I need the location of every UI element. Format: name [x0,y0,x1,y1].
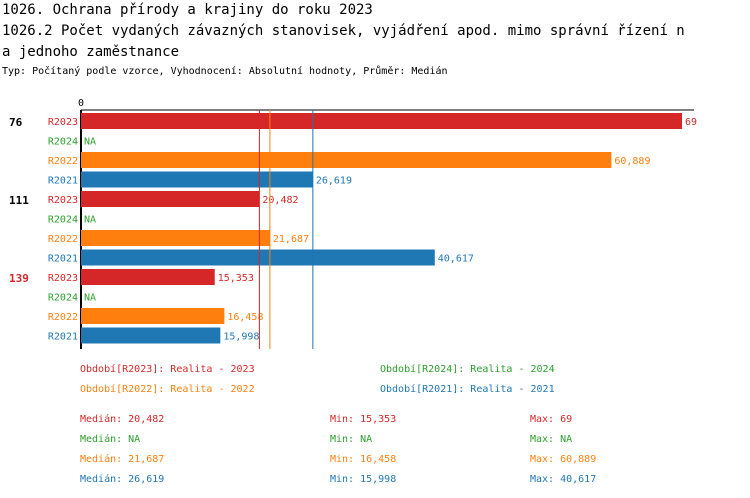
legend-item-r2024: Období[R2024]: Realita - 2024 [380,364,555,375]
stat-max-r2021: Max: 40,617 [530,474,597,485]
legend-item-r2023: Období[R2023]: Realita - 2023 [80,364,255,375]
bar-value-label-76-r2022: 60,889 [614,156,650,167]
bar-value-label-139-r2021: 15,998 [223,332,259,343]
bar-76-r2023 [81,113,682,129]
bar-value-label-111-r2024: NA [84,215,96,226]
stat-max-r2024: Max: NA [530,434,573,445]
bar-value-label-76-r2023: 69 [685,117,697,128]
stat-median-r2022: Medián: 21,687 [80,454,165,465]
bar-category-label-76-r2021: R2021 [48,176,78,187]
bar-111-r2021 [81,249,435,266]
stat-min-r2023: Min: 15,353 [330,414,397,425]
stat-median-r2023: Medián: 20,482 [80,414,165,425]
legend-item-r2021: Období[R2021]: Realita - 2021 [380,384,555,395]
bar-76-r2021 [81,171,313,188]
group-label-111: 111 [9,194,29,207]
bar-category-label-111-r2023: R2023 [48,195,78,206]
stat-min-r2024: Min: NA [330,434,373,445]
bar-category-label-111-r2021: R2021 [48,254,78,265]
bar-category-label-111-r2024: R2024 [48,215,78,226]
chart-title: 1026. Ochrana přírody a krajiny do roku … [2,2,373,18]
bar-139-r2022 [81,308,225,324]
bar-value-label-76-r2021: 26,619 [316,176,352,187]
bar-value-label-139-r2024: NA [84,293,96,304]
chart-subtitle-line1: 1026.2 Počet vydaných závazných stanovis… [2,23,685,39]
chart-type-info: Typ: Počítaný podle vzorce, Vyhodnocení:… [2,66,448,77]
group-label-139: 139 [9,272,29,285]
bar-value-label-139-r2023: 15,353 [218,273,254,284]
bar-category-label-139-r2024: R2024 [48,293,78,304]
legend-item-r2022: Období[R2022]: Realita - 2022 [80,384,255,395]
bar-category-label-111-r2022: R2022 [48,234,78,245]
bar-value-label-139-r2022: 16,458 [227,312,263,323]
bar-category-label-76-r2024: R2024 [48,137,78,148]
bar-value-label-111-r2022: 21,687 [273,234,309,245]
bar-chart: 0 76 R2023 69 R2024 NA R2022 60,889 R2021 26,619 1… [9,98,697,349]
bar-category-label-76-r2023: R2023 [48,117,78,128]
bar-category-label-139-r2023: R2023 [48,273,78,284]
group-label-76: 76 [9,116,23,129]
bar-139-r2021 [81,327,221,344]
bar-111-r2023 [81,191,260,207]
bar-value-label-111-r2021: 40,617 [438,254,474,265]
stat-min-r2021: Min: 15,998 [330,474,397,485]
axis-tick-label-zero: 0 [78,98,84,109]
bar-value-label-111-r2023: 20,482 [262,195,298,206]
stat-min-r2022: Min: 16,458 [330,454,397,465]
bar-76-r2022 [81,152,612,168]
chart-subtitle-line2: a jednoho zaměstnance [2,44,180,60]
stat-median-r2024: Medián: NA [80,434,141,445]
bar-139-r2023 [81,269,215,285]
bar-111-r2022 [81,230,270,246]
stat-median-r2021: Medián: 26,619 [80,474,165,485]
bar-category-label-76-r2022: R2022 [48,156,78,167]
bar-value-label-76-r2024: NA [84,137,96,148]
stat-max-r2022: Max: 60,889 [530,454,597,465]
bar-category-label-139-r2021: R2021 [48,332,78,343]
stat-max-r2023: Max: 69 [530,414,573,425]
bar-category-label-139-r2022: R2022 [48,312,78,323]
